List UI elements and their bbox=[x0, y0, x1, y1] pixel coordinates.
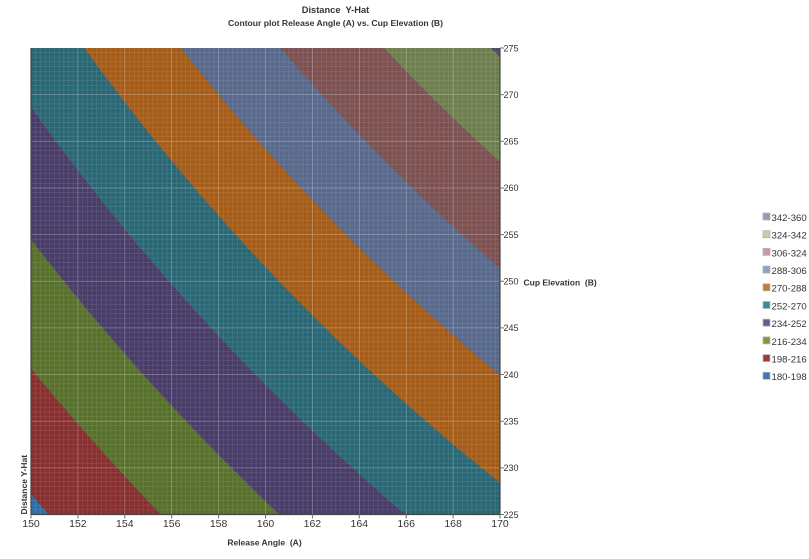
svg-text:270-288: 270-288 bbox=[772, 284, 807, 295]
svg-text:216-234: 216-234 bbox=[772, 337, 808, 348]
svg-text:164: 164 bbox=[351, 518, 369, 530]
svg-text:150: 150 bbox=[22, 518, 40, 530]
svg-text:252-270: 252-270 bbox=[772, 301, 807, 312]
svg-text:170: 170 bbox=[491, 518, 509, 530]
svg-text:198-216: 198-216 bbox=[772, 355, 807, 366]
svg-text:230: 230 bbox=[504, 463, 519, 473]
svg-text:235: 235 bbox=[504, 417, 519, 427]
svg-text:166: 166 bbox=[397, 518, 415, 530]
svg-text:Release Angle (A): Release Angle (A) bbox=[227, 538, 301, 548]
svg-text:288-306: 288-306 bbox=[772, 266, 807, 277]
svg-text:Distance Y-Hat: Distance Y-Hat bbox=[302, 5, 370, 15]
svg-text:Cup Elevation (B): Cup Elevation (B) bbox=[524, 278, 597, 288]
svg-text:Contour plot Release Angle (A): Contour plot Release Angle (A) vs. Cup E… bbox=[228, 18, 443, 28]
svg-text:245: 245 bbox=[504, 323, 519, 333]
svg-text:225: 225 bbox=[504, 510, 519, 520]
svg-text:306-324: 306-324 bbox=[772, 248, 808, 259]
svg-text:270: 270 bbox=[504, 90, 519, 100]
svg-text:342-360: 342-360 bbox=[772, 213, 807, 224]
svg-text:158: 158 bbox=[210, 518, 228, 530]
svg-text:160: 160 bbox=[257, 518, 275, 530]
svg-text:180-198: 180-198 bbox=[772, 372, 807, 383]
svg-text:250: 250 bbox=[504, 277, 519, 287]
svg-text:275: 275 bbox=[504, 43, 519, 53]
svg-text:Distance Y-Hat: Distance Y-Hat bbox=[19, 455, 29, 515]
svg-text:240: 240 bbox=[504, 370, 519, 380]
svg-text:154: 154 bbox=[116, 518, 134, 530]
svg-text:265: 265 bbox=[504, 137, 519, 147]
svg-text:162: 162 bbox=[304, 518, 322, 530]
svg-text:255: 255 bbox=[504, 230, 519, 240]
svg-text:234-252: 234-252 bbox=[772, 319, 807, 330]
svg-text:156: 156 bbox=[163, 518, 181, 530]
svg-text:260: 260 bbox=[504, 183, 519, 193]
svg-text:152: 152 bbox=[69, 518, 87, 530]
svg-text:168: 168 bbox=[444, 518, 462, 530]
svg-text:324-342: 324-342 bbox=[772, 231, 807, 242]
